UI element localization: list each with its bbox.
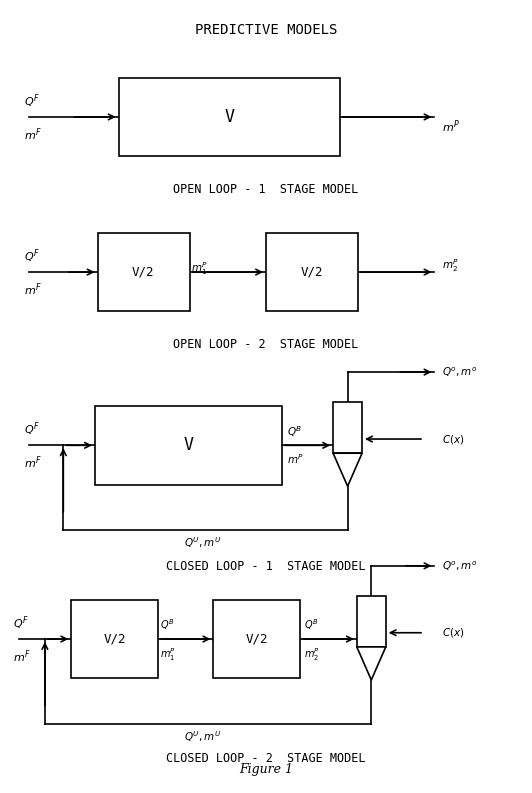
Text: $Q^o, m^o$: $Q^o, m^o$	[443, 559, 478, 573]
Text: $Q^o, m^o$: $Q^o, m^o$	[443, 366, 478, 379]
Bar	[357, 596, 386, 647]
Text: $m_2^P$: $m_2^P$	[443, 258, 459, 274]
Text: $Q^F$: $Q^F$	[13, 615, 29, 632]
Text: CLOSED LOOP - 2  STAGE MODEL: CLOSED LOOP - 2 STAGE MODEL	[166, 753, 366, 765]
Text: OPEN LOOP - 2  STAGE MODEL: OPEN LOOP - 2 STAGE MODEL	[173, 338, 359, 351]
Text: $m_1^P$: $m_1^P$	[191, 261, 208, 278]
Text: $m^F$: $m^F$	[24, 281, 41, 297]
Text: $Q^U, m^U$: $Q^U, m^U$	[184, 535, 222, 550]
Text: V: V	[224, 108, 234, 126]
Bar	[119, 78, 340, 156]
Text: $m_1^P$: $m_1^P$	[160, 646, 176, 663]
Text: PREDICTIVE MODELS: PREDICTIVE MODELS	[195, 23, 337, 37]
Polygon shape	[357, 647, 386, 680]
Text: $m^P$: $m^P$	[287, 453, 304, 466]
Text: Figure 1: Figure 1	[239, 763, 293, 776]
Text: $Q^F$: $Q^F$	[24, 247, 40, 265]
Bar	[266, 232, 358, 312]
Text: $Q^F$: $Q^F$	[24, 421, 40, 439]
Text: V: V	[183, 436, 193, 454]
Text: $m^F$: $m^F$	[13, 648, 31, 665]
Polygon shape	[333, 453, 362, 486]
Text: CLOSED LOOP - 1  STAGE MODEL: CLOSED LOOP - 1 STAGE MODEL	[166, 560, 366, 573]
Text: V/2: V/2	[246, 633, 268, 646]
Bar	[71, 600, 158, 678]
Text: $Q^B$: $Q^B$	[160, 618, 174, 632]
Bar	[97, 232, 190, 312]
Bar	[213, 600, 300, 678]
Text: $Q^B$: $Q^B$	[287, 423, 303, 439]
Text: V/2: V/2	[103, 633, 126, 646]
Text: $Q^B$: $Q^B$	[304, 618, 319, 632]
Text: $m^F$: $m^F$	[24, 454, 41, 471]
Text: $C(x)$: $C(x)$	[443, 626, 465, 639]
Text: $Q^F$: $Q^F$	[24, 93, 40, 110]
Text: $Q^U, m^U$: $Q^U, m^U$	[184, 730, 222, 744]
Text: $m_2^P$: $m_2^P$	[304, 646, 320, 663]
Bar	[95, 406, 282, 485]
Text: V/2: V/2	[132, 266, 155, 278]
Bar	[333, 402, 362, 453]
Text: V/2: V/2	[301, 266, 323, 278]
Text: $C(x)$: $C(x)$	[443, 432, 465, 446]
Text: $m^P$: $m^P$	[443, 118, 460, 135]
Text: $m^F$: $m^F$	[24, 126, 41, 143]
Text: OPEN LOOP - 1  STAGE MODEL: OPEN LOOP - 1 STAGE MODEL	[173, 183, 359, 196]
